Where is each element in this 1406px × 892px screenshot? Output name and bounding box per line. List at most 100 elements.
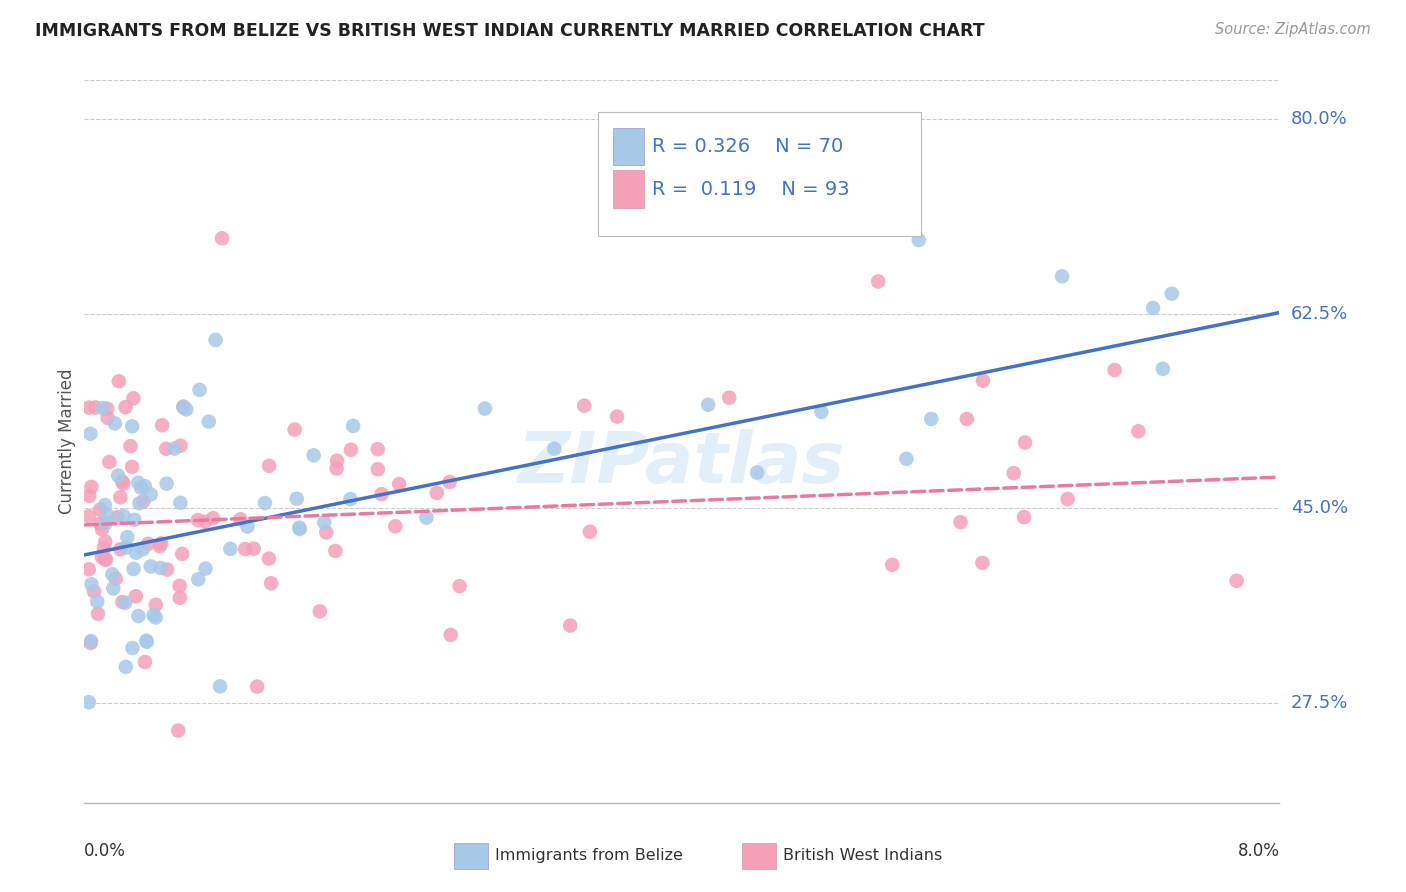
- Point: [257, 458, 280, 473]
- Point: [131, 542, 153, 557]
- Point: [606, 409, 628, 424]
- Point: [1152, 361, 1174, 376]
- Point: [121, 419, 143, 434]
- Text: Immigrants from Belize: Immigrants from Belize: [495, 848, 683, 863]
- Point: [139, 559, 162, 574]
- Point: [117, 530, 139, 544]
- Point: [209, 679, 232, 693]
- Point: [219, 541, 242, 556]
- Point: [229, 512, 252, 526]
- Point: [426, 486, 449, 500]
- Point: [315, 525, 337, 540]
- Point: [302, 448, 325, 462]
- Point: [122, 513, 145, 527]
- Text: 62.5%: 62.5%: [1291, 305, 1348, 323]
- Point: [77, 401, 100, 415]
- Point: [560, 618, 582, 632]
- Point: [156, 562, 179, 576]
- Point: [204, 333, 226, 347]
- Point: [111, 475, 134, 489]
- Point: [94, 534, 117, 549]
- Point: [474, 401, 496, 416]
- Point: [449, 579, 471, 593]
- Point: [125, 589, 148, 603]
- Point: [150, 536, 173, 550]
- Point: [98, 455, 121, 469]
- Point: [103, 582, 125, 596]
- Point: [112, 476, 135, 491]
- Point: [80, 634, 103, 648]
- Point: [543, 442, 565, 456]
- Point: [187, 572, 209, 586]
- Point: [155, 442, 177, 456]
- Point: [163, 442, 186, 456]
- Point: [1014, 435, 1036, 450]
- Point: [112, 508, 135, 523]
- Point: [77, 509, 100, 524]
- Point: [367, 462, 389, 476]
- Point: [882, 558, 904, 572]
- Point: [145, 610, 167, 624]
- Point: [77, 562, 100, 576]
- Point: [107, 510, 129, 524]
- Point: [111, 595, 134, 609]
- Point: [314, 516, 336, 530]
- Point: [309, 604, 332, 618]
- Point: [96, 401, 118, 416]
- Point: [285, 491, 308, 506]
- Point: [107, 468, 129, 483]
- Point: [149, 561, 172, 575]
- Point: [132, 494, 155, 508]
- Point: [243, 541, 266, 556]
- Point: [89, 516, 111, 531]
- Point: [94, 516, 117, 530]
- Point: [91, 522, 114, 536]
- Point: [325, 544, 347, 558]
- Point: [1128, 424, 1150, 438]
- Point: [110, 542, 132, 557]
- Point: [697, 398, 720, 412]
- Point: [134, 655, 156, 669]
- Point: [135, 634, 157, 648]
- Point: [114, 660, 136, 674]
- Point: [129, 481, 152, 495]
- Point: [325, 461, 347, 475]
- Point: [127, 609, 149, 624]
- Point: [77, 695, 100, 709]
- Point: [169, 591, 191, 605]
- Point: [84, 401, 107, 415]
- Point: [172, 547, 194, 561]
- Point: [169, 579, 191, 593]
- Point: [370, 487, 392, 501]
- Point: [169, 496, 191, 510]
- Point: [810, 405, 832, 419]
- Text: 0.0%: 0.0%: [84, 842, 127, 860]
- Text: IMMIGRANTS FROM BELIZE VS BRITISH WEST INDIAN CURRENTLY MARRIED CORRELATION CHAR: IMMIGRANTS FROM BELIZE VS BRITISH WEST I…: [35, 22, 984, 40]
- Point: [122, 562, 145, 576]
- Text: 80.0%: 80.0%: [1291, 111, 1347, 128]
- Point: [339, 492, 361, 507]
- Point: [172, 401, 194, 415]
- Point: [121, 640, 143, 655]
- Point: [233, 542, 256, 557]
- Point: [108, 374, 131, 388]
- Point: [288, 521, 311, 535]
- Point: [80, 480, 103, 494]
- Point: [211, 231, 233, 245]
- Point: [156, 476, 179, 491]
- Point: [150, 418, 173, 433]
- Point: [440, 628, 463, 642]
- Point: [257, 551, 280, 566]
- Text: British West Indians: British West Indians: [783, 848, 942, 863]
- Point: [197, 415, 219, 429]
- Point: [172, 400, 194, 414]
- Point: [326, 453, 349, 467]
- Point: [288, 522, 311, 536]
- Point: [135, 633, 157, 648]
- Point: [956, 412, 979, 426]
- Point: [1050, 269, 1073, 284]
- Point: [136, 537, 159, 551]
- Point: [260, 576, 283, 591]
- Point: [367, 442, 389, 457]
- Point: [79, 636, 101, 650]
